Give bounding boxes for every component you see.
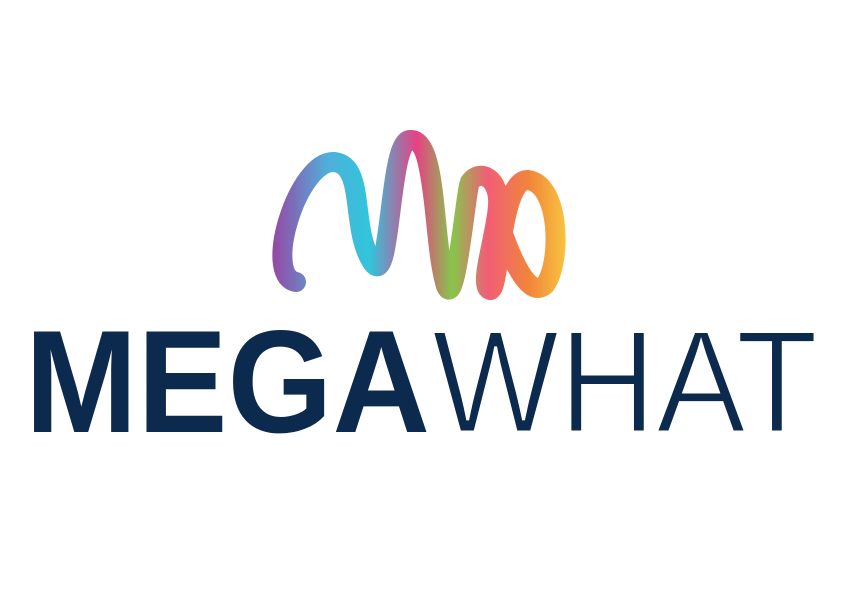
logo-bold-word: MEGA bbox=[25, 300, 430, 463]
logo-light-word: WHAT bbox=[432, 300, 818, 463]
ribbon-graphic bbox=[272, 130, 566, 301]
